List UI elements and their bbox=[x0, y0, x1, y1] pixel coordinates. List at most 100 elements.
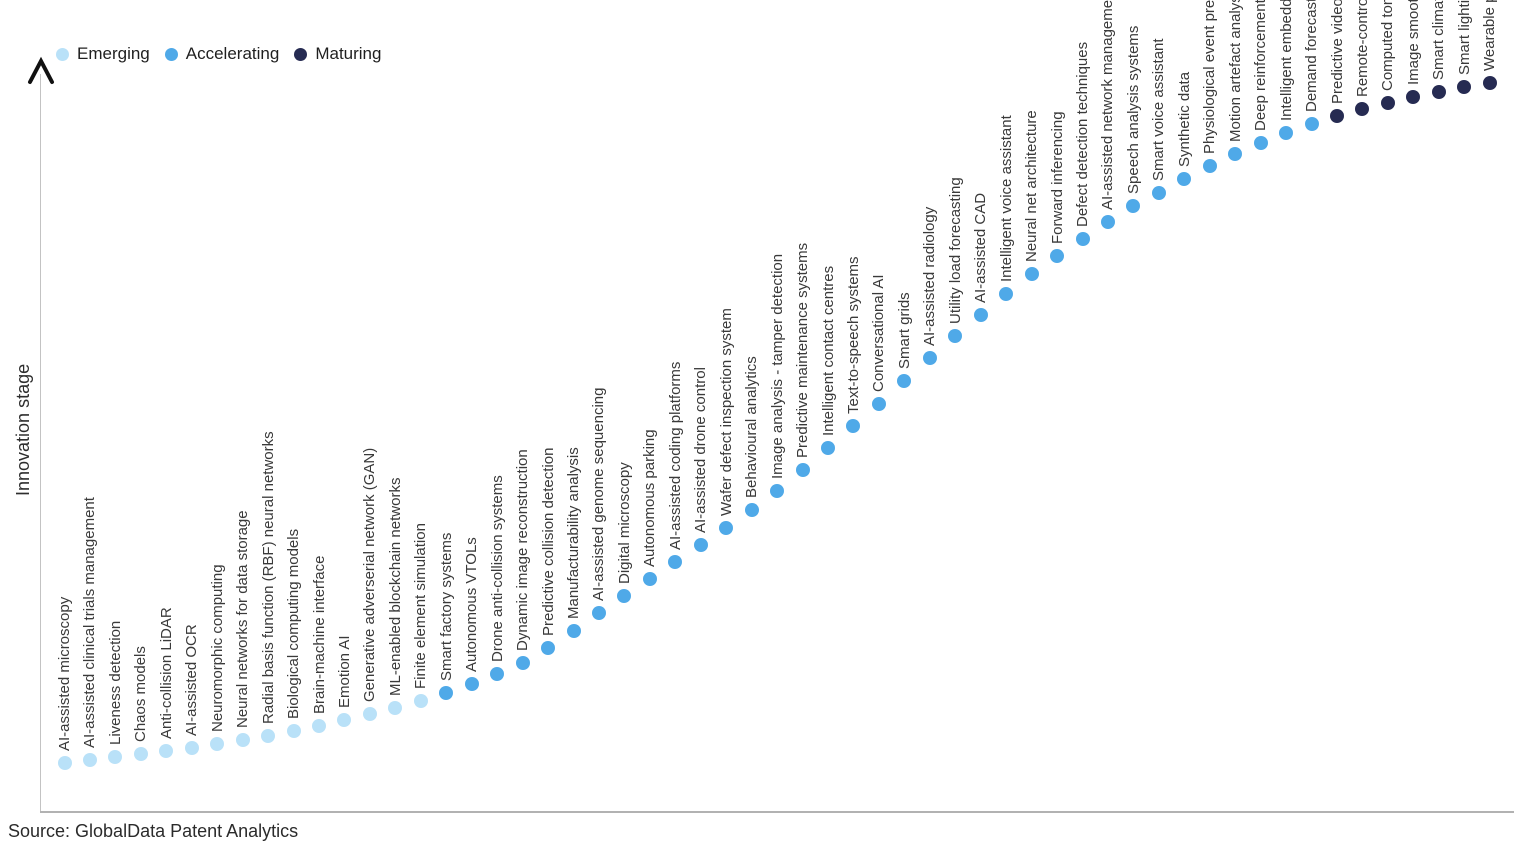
point-label: Intelligent contact centres bbox=[819, 265, 837, 436]
data-point bbox=[821, 441, 835, 455]
data-point bbox=[1253, 136, 1268, 150]
maturing-dot-icon bbox=[294, 47, 308, 61]
point-label: AI-assisted coding platforms bbox=[666, 361, 684, 550]
data-point bbox=[1279, 126, 1294, 140]
point-label: AI-assisted genome sequencing bbox=[590, 387, 608, 601]
point-label: Defect detection techniques bbox=[1074, 41, 1091, 227]
data-point bbox=[744, 503, 759, 517]
point-label: AI-assisted drone control bbox=[692, 367, 710, 533]
chart-legend: Emerging Accelerating Maturing bbox=[56, 44, 381, 64]
data-point bbox=[57, 756, 72, 770]
data-point bbox=[948, 329, 963, 343]
y-axis-line bbox=[40, 74, 41, 812]
point-label: Text-to-speech systems bbox=[844, 256, 862, 414]
point-label: Image smoothing techniques bbox=[1405, 0, 1422, 85]
point-label: Autonomous parking bbox=[641, 429, 659, 567]
point-label: Wearable physiological monitors bbox=[1481, 0, 1498, 71]
data-point bbox=[897, 374, 912, 388]
point-label: Neuromorphic computing bbox=[208, 564, 226, 732]
point-label: AI-assisted microscopy bbox=[56, 596, 73, 751]
y-axis-arrow-icon bbox=[26, 56, 56, 91]
data-point bbox=[795, 463, 810, 477]
point-label: Radial basis function (RBF) neural netwo… bbox=[259, 431, 277, 724]
data-point bbox=[1330, 109, 1344, 123]
point-label: AI-assisted network management bbox=[1099, 0, 1117, 210]
accelerating-dot-icon bbox=[164, 47, 178, 61]
legend-label-emerging: Emerging bbox=[77, 44, 150, 63]
point-label: Predictive collision detection bbox=[539, 447, 557, 636]
point-label: Emotion AI bbox=[335, 635, 353, 708]
data-point bbox=[1457, 80, 1472, 94]
data-point bbox=[617, 589, 632, 603]
data-point bbox=[1050, 249, 1065, 263]
legend-item-accelerating: Accelerating bbox=[164, 44, 279, 64]
data-point bbox=[1482, 76, 1497, 90]
point-label: Dynamic image reconstruction bbox=[514, 449, 532, 651]
legend-label-maturing: Maturing bbox=[315, 44, 382, 63]
point-label: AI-assisted clinical trials management bbox=[81, 497, 99, 748]
data-point bbox=[286, 724, 301, 738]
point-label: Motion artefact analysis bbox=[1226, 0, 1244, 142]
legend-item-emerging: Emerging bbox=[56, 44, 150, 64]
data-point bbox=[159, 744, 174, 758]
point-label: Neural networks for data storage bbox=[234, 510, 252, 728]
data-point bbox=[490, 667, 505, 681]
data-point bbox=[312, 719, 326, 733]
point-label: Autonomous VTOLs bbox=[463, 537, 481, 672]
point-label: Synthetic data bbox=[1175, 71, 1193, 167]
point-label: Anti-collision LiDAR bbox=[157, 607, 175, 739]
point-label: Biological computing models bbox=[285, 528, 303, 719]
data-point bbox=[210, 737, 225, 751]
data-point bbox=[1380, 96, 1395, 110]
data-point bbox=[235, 733, 250, 747]
point-label: Brain-machine interface bbox=[310, 555, 328, 714]
data-point bbox=[1202, 159, 1217, 173]
data-point bbox=[439, 686, 454, 700]
point-label: Behavioural analytics bbox=[743, 356, 761, 498]
point-label: ML-enabled blockchain networks bbox=[386, 477, 404, 696]
point-label: Manufacturability analysis bbox=[565, 447, 582, 619]
point-label: Digital microscopy bbox=[615, 462, 633, 584]
data-point bbox=[668, 555, 683, 569]
point-label: Wafer defect inspection system bbox=[717, 308, 735, 516]
point-label: Computed tomography bbox=[1379, 0, 1397, 91]
data-point bbox=[566, 624, 581, 638]
point-label: Intelligent embedded systems bbox=[1277, 0, 1295, 121]
point-label: Drone anti-collision systems bbox=[488, 475, 506, 662]
point-label: AI-assisted OCR bbox=[183, 624, 201, 736]
legend-item-maturing: Maturing bbox=[294, 44, 381, 64]
data-point bbox=[591, 606, 606, 620]
data-point bbox=[1304, 117, 1319, 131]
data-point bbox=[184, 741, 199, 755]
data-point bbox=[642, 572, 657, 586]
data-point bbox=[871, 397, 886, 411]
point-label: Smart factory systems bbox=[437, 532, 455, 681]
point-label: Predictive video coding bbox=[1328, 0, 1346, 104]
point-label: Finite element simulation bbox=[412, 523, 430, 689]
point-label: Smart lighting bbox=[1455, 0, 1473, 75]
data-point bbox=[515, 656, 530, 670]
point-label: Conversational AI bbox=[870, 274, 888, 392]
data-point bbox=[999, 287, 1014, 301]
data-point bbox=[1075, 232, 1090, 246]
point-label: Generative adverserial network (GAN) bbox=[361, 447, 379, 702]
point-label: Image analysis - tamper detection bbox=[768, 253, 786, 479]
data-point bbox=[82, 753, 97, 767]
data-point bbox=[1100, 215, 1115, 229]
data-point bbox=[133, 747, 148, 761]
x-axis-line bbox=[40, 811, 1514, 813]
point-label: Chaos models bbox=[132, 646, 150, 742]
data-point bbox=[1177, 172, 1192, 186]
point-label: Forward inferencing bbox=[1048, 111, 1066, 244]
point-label: Neural net architecture bbox=[1023, 110, 1041, 262]
data-point bbox=[693, 538, 708, 552]
data-point bbox=[388, 701, 403, 715]
data-point bbox=[1355, 102, 1370, 116]
point-label: Smart climate control systems bbox=[1430, 0, 1447, 80]
point-label: Predictive maintenance systems bbox=[794, 242, 812, 458]
point-label: Utility load forecasting bbox=[946, 177, 964, 324]
data-point bbox=[337, 713, 352, 727]
data-point bbox=[846, 419, 861, 433]
data-point bbox=[362, 707, 377, 721]
data-point bbox=[973, 308, 988, 322]
